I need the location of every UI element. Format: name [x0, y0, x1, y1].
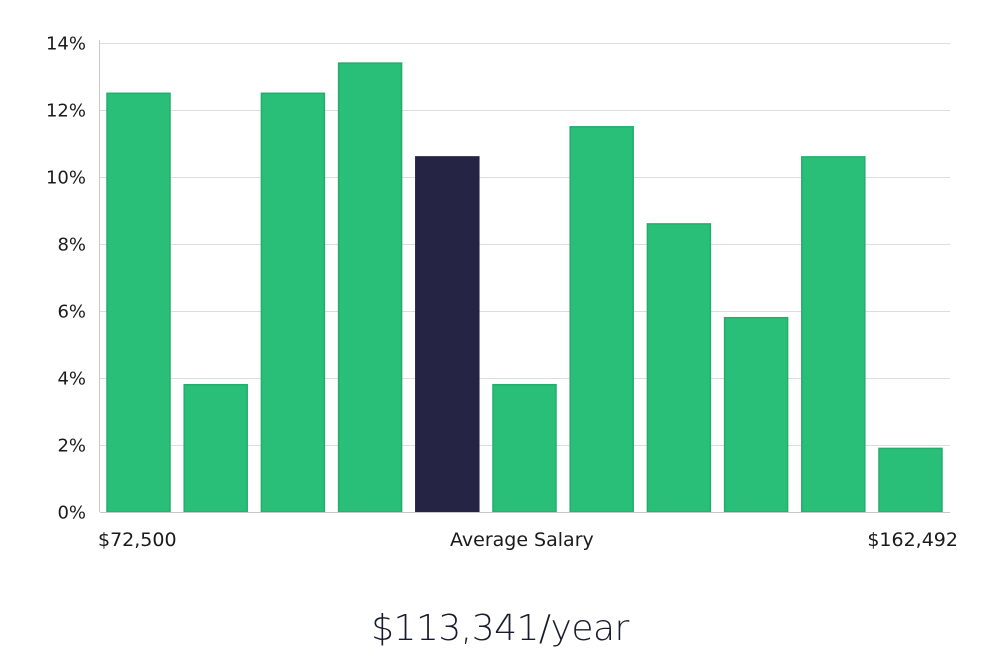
x-axis-title: Average Salary	[450, 529, 594, 551]
y-tick-label: 14%	[46, 34, 86, 55]
bar	[183, 383, 248, 513]
average-salary-value: $113,341/year	[371, 608, 629, 649]
bar	[106, 92, 171, 513]
bar	[723, 316, 789, 513]
bar	[492, 383, 557, 513]
y-tick-label: 8%	[57, 235, 86, 256]
y-tick-label: 0%	[57, 503, 86, 524]
y-tick-label: 6%	[57, 302, 86, 323]
bar-highlighted	[415, 156, 480, 513]
y-tick-label: 12%	[46, 101, 86, 122]
salary-histogram: 0% 2% 4% 6% 8% 10% 12% 14% $72,500 Average Sala…	[46, 34, 958, 552]
y-tick-label: 2%	[57, 436, 86, 457]
x-min-label: $72,500	[98, 529, 177, 551]
bar	[646, 223, 712, 513]
bar	[801, 156, 866, 513]
x-max-label: $162,492	[867, 529, 958, 551]
bar	[337, 62, 403, 513]
y-tick-label: 10%	[46, 168, 86, 189]
y-tick-label: 4%	[57, 369, 86, 390]
bar	[878, 447, 943, 513]
chart-canvas: 0% 2% 4% 6% 8% 10% 12% 14%	[46, 34, 950, 524]
bar	[569, 126, 634, 513]
bar	[260, 92, 326, 513]
